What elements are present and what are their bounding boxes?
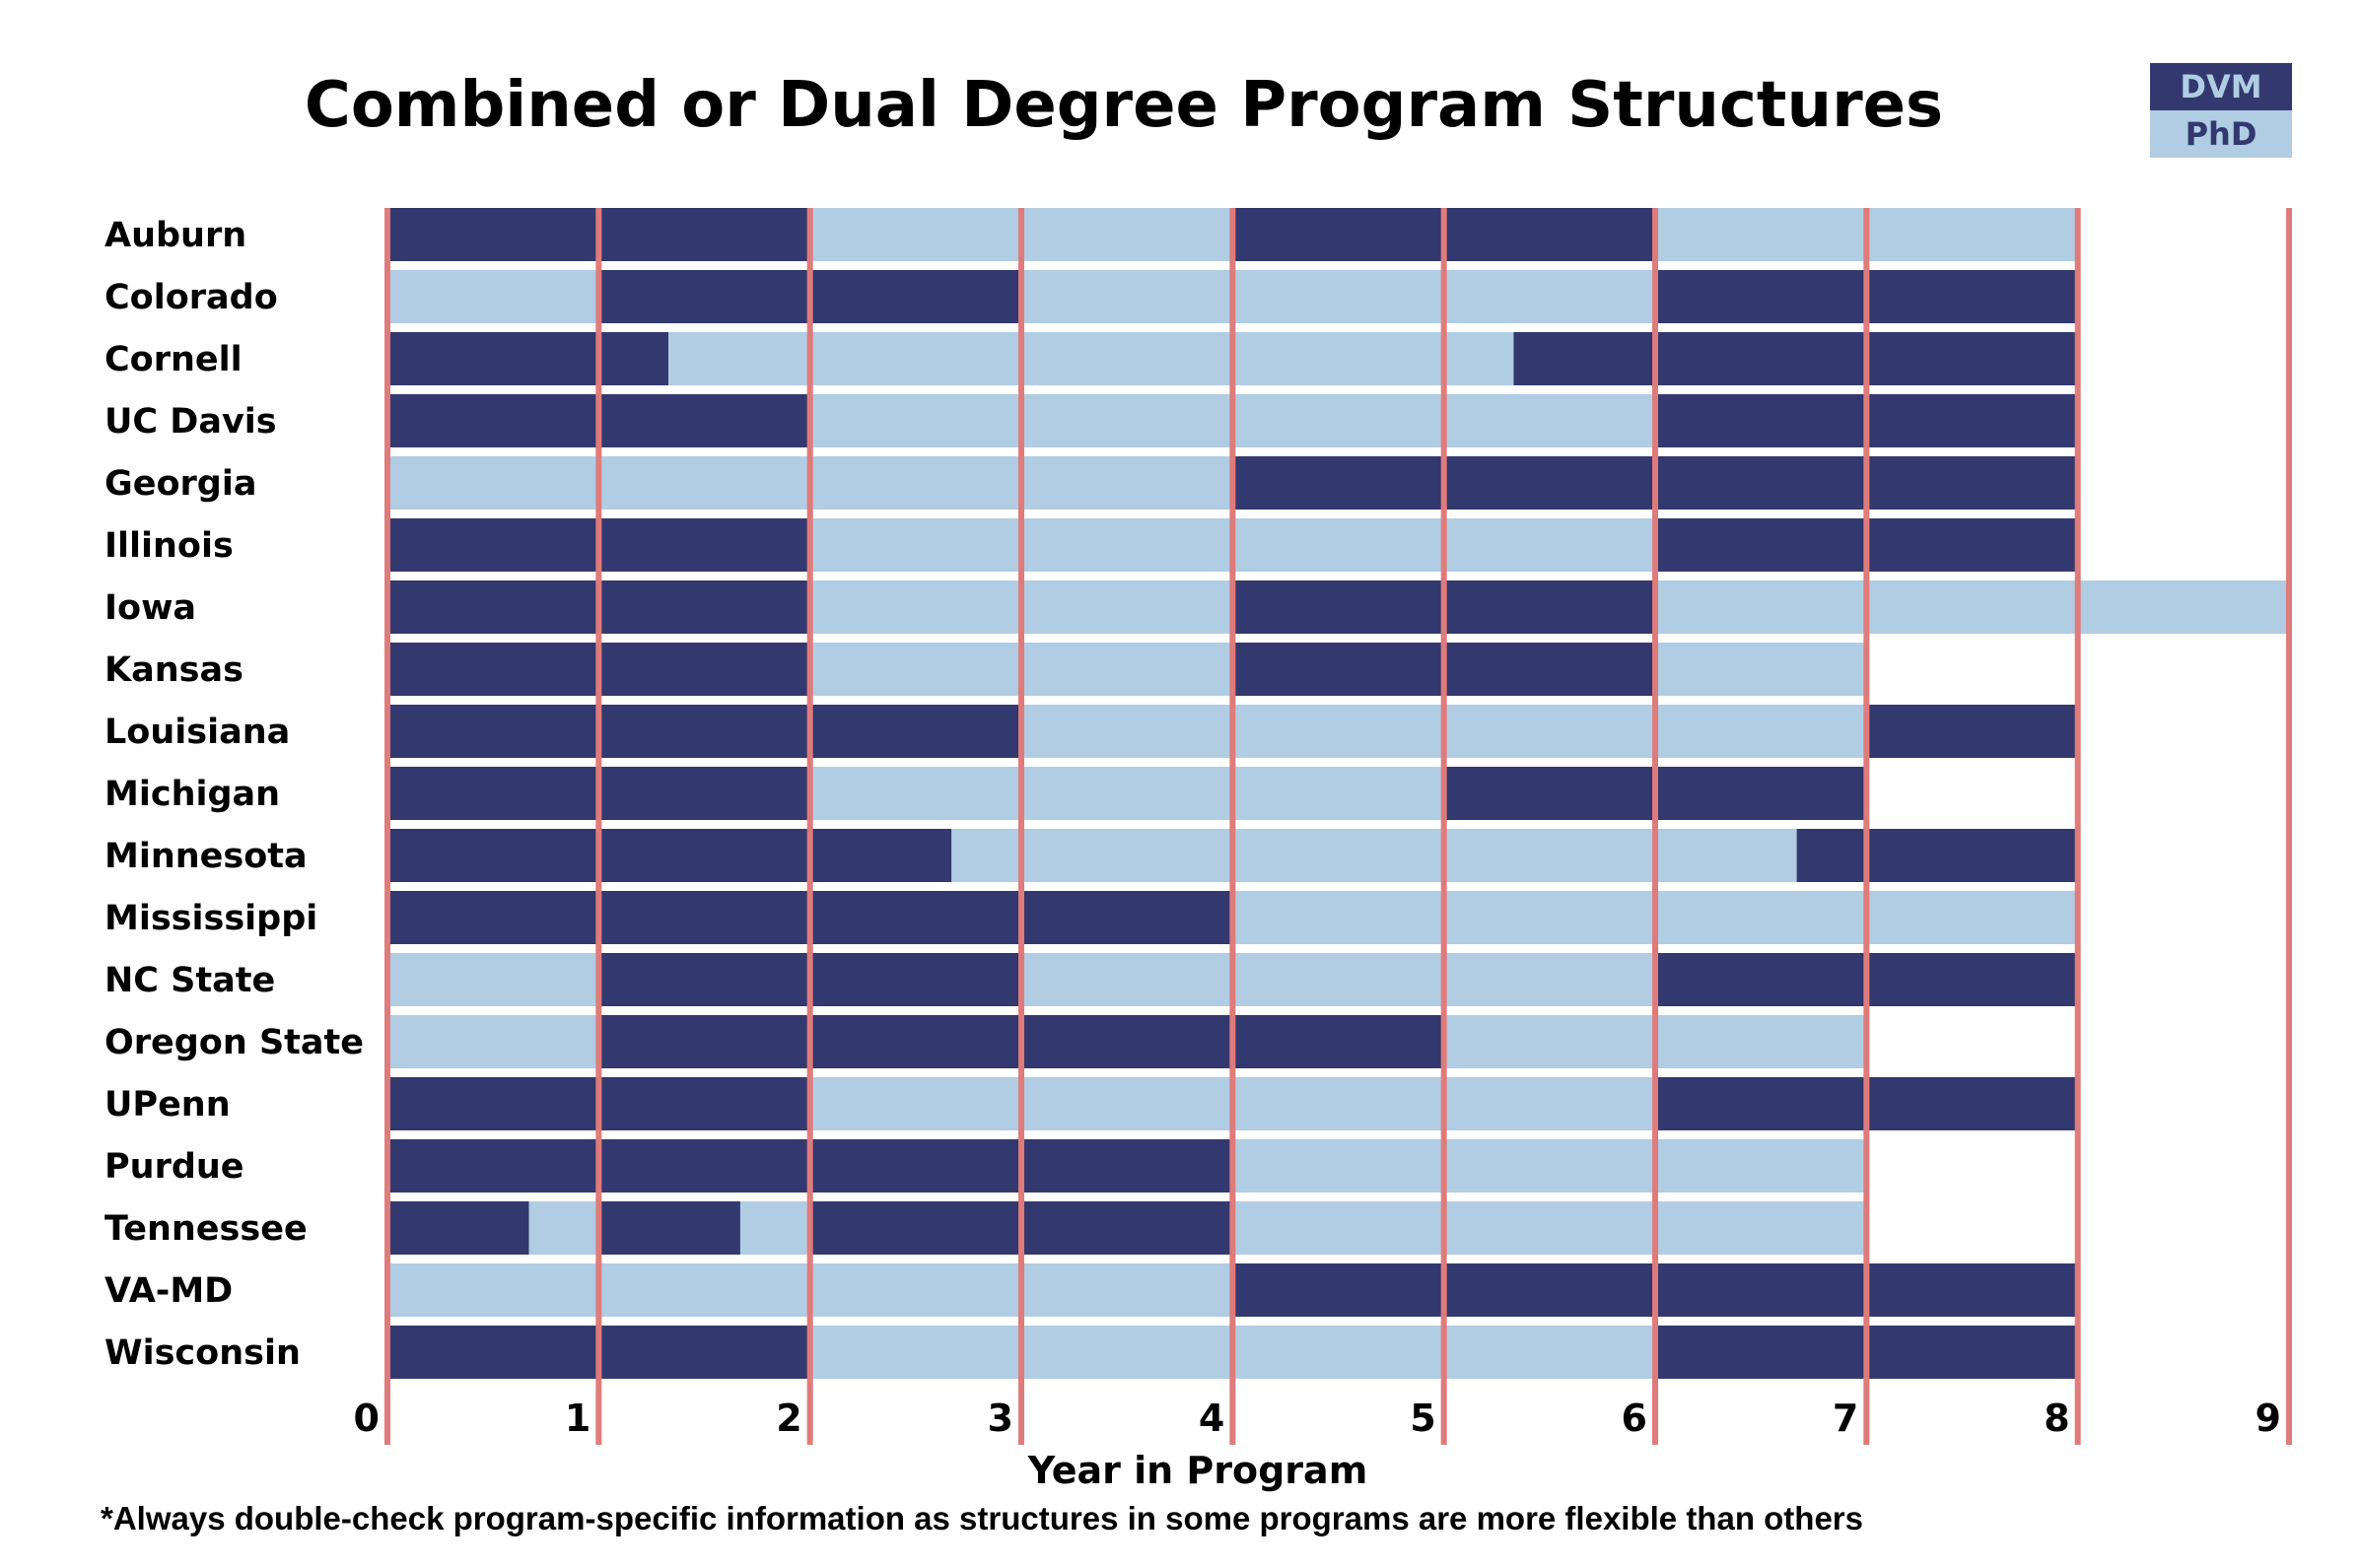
x-tick-label-7: 7 [1833, 1397, 1858, 1440]
row-label-mississippi: Mississippi [104, 899, 317, 938]
legend-dvm: DVM [2150, 63, 2292, 110]
row-label-auburn: Auburn [104, 216, 246, 255]
row-label-michigan: Michigan [104, 775, 280, 814]
row-label-illinois: Illinois [104, 526, 234, 566]
bar-segment-iowa-3-phd [1655, 580, 2289, 634]
row-label-iowa: Iowa [104, 588, 196, 628]
row-label-uc-davis: UC Davis [104, 402, 277, 442]
bar-segment-colorado-2-phd [1021, 270, 1655, 323]
row-label-louisiana: Louisiana [104, 713, 290, 752]
row-label-cornell: Cornell [104, 340, 243, 379]
bar-segment-nc-state-0-phd [387, 953, 599, 1006]
row-label-minnesota: Minnesota [104, 837, 308, 876]
row-label-colorado: Colorado [104, 278, 278, 317]
x-tick-label-1: 1 [565, 1397, 590, 1440]
bar-segment-michigan-1-phd [809, 767, 1444, 820]
row-label-nc-state: NC State [104, 961, 275, 1000]
row-label-purdue: Purdue [104, 1147, 244, 1187]
bar-segment-tennessee-1-phd [528, 1201, 599, 1255]
gridlines [384, 208, 2292, 1445]
legend-phd: PhD [2150, 110, 2292, 158]
bar-segment-tennessee-0-dvm [387, 1201, 529, 1255]
gridline-3 [1018, 208, 1024, 1445]
bar-segment-kansas-3-phd [1655, 643, 1867, 696]
row-label-tennessee: Tennessee [104, 1209, 308, 1249]
gridline-6 [1652, 208, 1658, 1445]
bar-segment-minnesota-1-phd [951, 829, 1797, 882]
row-label-kansas: Kansas [104, 650, 243, 690]
gridline-4 [1229, 208, 1236, 1445]
bar-segment-tennessee-5-phd [1232, 1201, 1867, 1255]
row-labels: Auburn Colorado Cornell UC Davis Georgia Illi… [104, 216, 364, 1373]
chart-title: Combined or Dual Degree Program Structur… [304, 69, 1944, 142]
bar-segment-minnesota-0-dvm [387, 829, 952, 882]
bar-segment-louisiana-2-dvm [1866, 705, 2078, 758]
bar-segment-nc-state-2-phd [1021, 953, 1655, 1006]
x-tick-label-2: 2 [776, 1397, 801, 1440]
bar-segment-louisiana-0-dvm [387, 705, 1021, 758]
row-label-oregon-state: Oregon State [104, 1023, 364, 1062]
bar-segment-minnesota-2-dvm [1796, 829, 2078, 882]
bar-segment-cornell-2-dvm [1513, 332, 2078, 385]
x-tick-label-5: 5 [1410, 1397, 1435, 1440]
bar-segment-tennessee-2-dvm [598, 1201, 740, 1255]
gridline-7 [1863, 208, 1870, 1445]
bars [387, 208, 2289, 1379]
footnote: *Always double-check program-specific in… [101, 1500, 1863, 1536]
x-tick-label-3: 3 [988, 1397, 1013, 1440]
x-tick-label-8: 8 [2044, 1397, 2069, 1440]
x-tick-label-4: 4 [1199, 1397, 1224, 1440]
x-tick-label-0: 0 [354, 1397, 380, 1440]
row-label-wisconsin: Wisconsin [104, 1333, 301, 1373]
x-ticks: 0 1 2 3 4 5 6 7 8 9 [354, 1397, 2281, 1440]
legend: DVM PhD [2150, 63, 2292, 158]
bar-segment-cornell-1-phd [668, 332, 1514, 385]
bar-segment-purdue-1-phd [1232, 1139, 1867, 1193]
gridline-9 [2286, 208, 2292, 1445]
gridline-1 [595, 208, 602, 1445]
gridline-8 [2074, 208, 2081, 1445]
gridline-5 [1440, 208, 1447, 1445]
row-label-va-md: VA-MD [104, 1271, 233, 1311]
bar-segment-tennessee-3-phd [739, 1201, 810, 1255]
gridline-0 [384, 208, 390, 1445]
row-label-georgia: Georgia [104, 464, 256, 504]
bar-segment-oregon-state-0-phd [387, 1015, 599, 1068]
bar-segment-cornell-0-dvm [387, 332, 669, 385]
row-label-upenn: UPenn [104, 1085, 231, 1125]
x-tick-label-6: 6 [1622, 1397, 1647, 1440]
bar-segment-colorado-0-phd [387, 270, 599, 323]
gridline-2 [806, 208, 813, 1445]
x-tick-label-9: 9 [2256, 1397, 2281, 1440]
x-axis-label: Year in Program [1027, 1449, 1368, 1492]
